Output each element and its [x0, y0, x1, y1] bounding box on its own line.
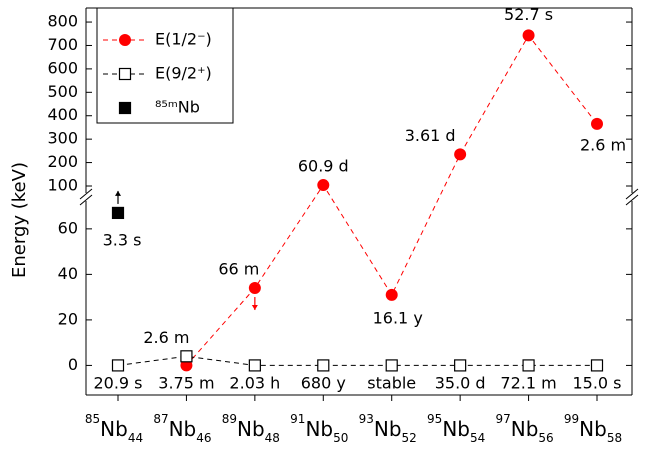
y-axis-label: Energy (keV)	[9, 162, 30, 278]
element: Nb	[305, 417, 333, 441]
element: Nb	[374, 417, 402, 441]
element: Nb	[579, 417, 607, 441]
ground-state-half-life: 15.0 s	[572, 374, 621, 393]
point	[317, 359, 330, 372]
y-tick-label: 500	[47, 82, 78, 101]
point	[180, 350, 193, 363]
element: Nb	[100, 417, 128, 441]
point	[454, 148, 467, 161]
x-tick-label: 89Nb48	[222, 412, 280, 445]
half-life-label: 52.7 s	[504, 5, 553, 24]
ground-state-half-life: 72.1 m	[500, 374, 556, 393]
legend-marker	[118, 67, 132, 81]
neutron-number: 50	[333, 431, 348, 445]
half-life-label: 60.9 d	[298, 157, 349, 176]
legend-label: E(9/2⁺)	[155, 64, 212, 83]
mass-number: 89	[222, 412, 237, 426]
mass-number: 87	[153, 412, 168, 426]
y-tick-label: 700	[47, 35, 78, 54]
half-life-label: 16.1 y	[373, 308, 423, 327]
axis-break	[79, 194, 93, 206]
point	[590, 359, 604, 372]
x-tick-label: 95Nb54	[427, 412, 485, 445]
neutron-number: 56	[538, 431, 553, 445]
point	[317, 179, 330, 192]
neutron-number: 58	[607, 431, 622, 445]
y-tick-label: 0	[68, 355, 78, 374]
ground-state-half-life: stable	[367, 374, 416, 393]
ground-state-half-life: 3.75 m	[158, 374, 214, 393]
y-tick-label: 400	[47, 105, 78, 124]
ground-state-half-life: 2.03 h	[229, 374, 280, 393]
legend-marker	[119, 34, 131, 46]
point	[111, 206, 125, 220]
point	[248, 282, 261, 295]
axis-break	[625, 188, 639, 200]
neutron-number: 46	[196, 431, 211, 445]
ground-state-half-life: 35.0 d	[435, 374, 486, 393]
neutron-number: 52	[402, 431, 417, 445]
legend-label: ⁸⁵ᵐNb	[155, 98, 200, 117]
neutron-number: 54	[470, 431, 485, 445]
half-life-label: 2.6 m	[143, 328, 189, 347]
element: Nb	[169, 417, 197, 441]
mass-number: 91	[290, 412, 305, 426]
x-tick-label: 91Nb50	[290, 412, 348, 445]
y-tick-label: 600	[47, 58, 78, 77]
y-tick-label: 200	[47, 152, 78, 171]
element: Nb	[511, 417, 539, 441]
point	[591, 117, 603, 130]
x-tick-label: 87Nb46	[153, 412, 211, 445]
point	[385, 288, 398, 301]
y-tick-label: 20	[58, 309, 78, 328]
x-tick-label: 93Nb52	[359, 412, 417, 445]
x-tick-label: 99Nb58	[564, 412, 622, 445]
mass-number: 97	[495, 412, 510, 426]
half-life-label: 66 m	[218, 260, 259, 279]
limit-arrow-head	[251, 305, 258, 311]
y-tick-label: 100	[47, 175, 78, 194]
element: Nb	[237, 417, 265, 441]
limit-arrow-head	[115, 190, 121, 196]
point	[111, 359, 125, 372]
point	[385, 359, 398, 372]
legend-marker	[118, 101, 132, 115]
point	[522, 359, 535, 372]
ground-state-half-life: 680 y	[301, 374, 346, 393]
half-life-label: 3.61 d	[405, 126, 456, 145]
y-tick-label: 60	[58, 218, 78, 237]
axis-break	[625, 194, 639, 206]
half-life-label: 3.3 s	[103, 230, 142, 249]
x-tick-label: 85Nb44	[85, 412, 143, 445]
mass-number: 95	[427, 412, 442, 426]
series-line	[117, 355, 597, 366]
ground-state-half-life: 20.9 s	[93, 374, 142, 393]
neutron-number: 48	[265, 431, 280, 445]
mass-number: 85	[85, 412, 100, 426]
mass-number: 99	[564, 412, 579, 426]
x-tick-label: 97Nb56	[495, 412, 553, 445]
y-tick-label: 800	[47, 12, 78, 31]
neutron-number: 44	[128, 431, 143, 445]
point	[454, 359, 467, 372]
half-life-label: 2.6 m	[580, 135, 626, 154]
point	[248, 359, 261, 372]
element: Nb	[442, 417, 470, 441]
point	[522, 29, 535, 42]
point	[180, 359, 193, 372]
legend-label: E(1/2⁻)	[155, 30, 212, 49]
mass-number: 93	[359, 412, 374, 426]
axis-break	[79, 188, 93, 200]
y-tick-label: 300	[47, 129, 78, 148]
y-tick-label: 40	[58, 264, 78, 283]
